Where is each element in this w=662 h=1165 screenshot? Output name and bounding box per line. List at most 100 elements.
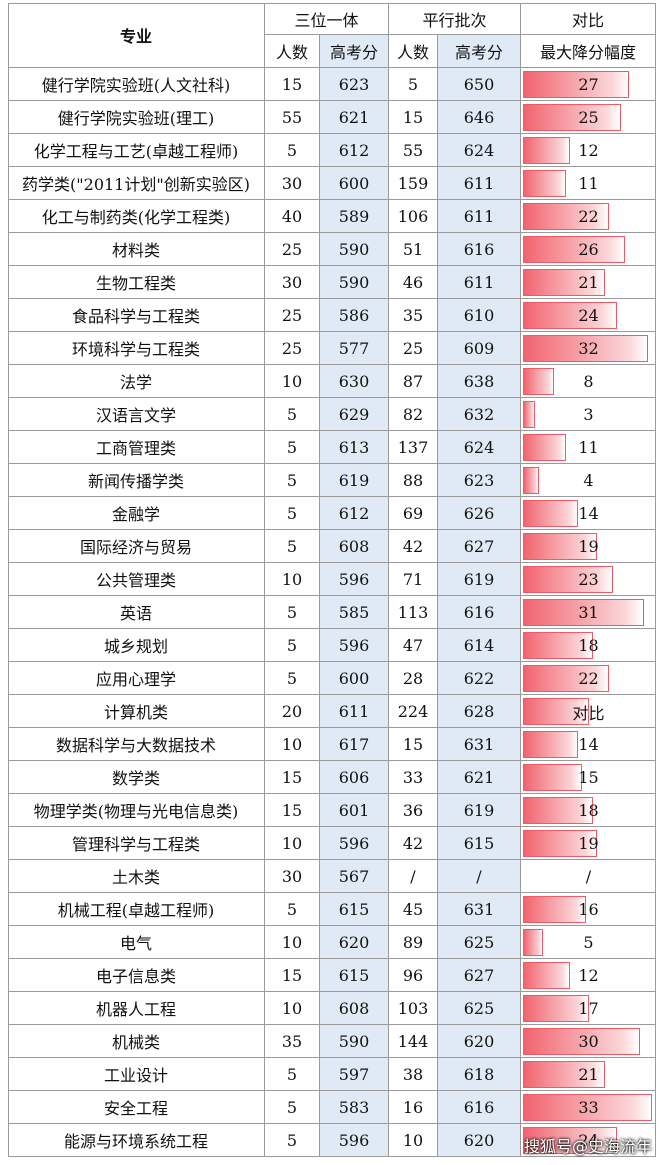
cell bbox=[521, 794, 656, 827]
cell: 608 bbox=[320, 530, 389, 563]
major-name: 法学 bbox=[8, 365, 265, 398]
data-bar bbox=[523, 170, 566, 197]
bar-label: 22 bbox=[578, 207, 599, 226]
cell: 87 bbox=[389, 365, 438, 398]
cell: 55 bbox=[389, 134, 438, 167]
cell: 606 bbox=[320, 761, 389, 794]
cell bbox=[521, 299, 656, 332]
cell bbox=[521, 1091, 656, 1124]
cell: 611 bbox=[438, 200, 521, 233]
cell: 5 bbox=[265, 134, 320, 167]
cell bbox=[521, 497, 656, 530]
cell: 622 bbox=[438, 662, 521, 695]
bar-label: 11 bbox=[578, 438, 599, 457]
data-bar bbox=[523, 1028, 641, 1055]
data-bar bbox=[523, 962, 570, 989]
cell: 113 bbox=[389, 596, 438, 629]
cell bbox=[521, 629, 656, 662]
cell: 585 bbox=[320, 596, 389, 629]
cell: 38 bbox=[389, 1058, 438, 1091]
cell: 33 bbox=[389, 761, 438, 794]
cell: 625 bbox=[438, 926, 521, 959]
major-name: 健行学院实验班(理工) bbox=[8, 101, 265, 134]
cell: 615 bbox=[438, 827, 521, 860]
cell: 628 bbox=[438, 695, 521, 728]
cell: 5 bbox=[265, 893, 320, 926]
cell: 620 bbox=[438, 1124, 521, 1157]
data-bar bbox=[523, 632, 594, 659]
major-name: 土木类 bbox=[8, 860, 265, 893]
bar-label: 27 bbox=[578, 75, 599, 94]
cell: 614 bbox=[438, 629, 521, 662]
cell: 224 bbox=[389, 695, 438, 728]
cell: 615 bbox=[320, 959, 389, 992]
cell: 611 bbox=[438, 266, 521, 299]
bar-label: 24 bbox=[578, 306, 599, 325]
bar-label: 33 bbox=[578, 1098, 599, 1117]
cell: 89 bbox=[389, 926, 438, 959]
cell: 10 bbox=[265, 563, 320, 596]
bar-label: 对比 bbox=[572, 703, 605, 723]
cell: 96 bbox=[389, 959, 438, 992]
cell: 15 bbox=[265, 959, 320, 992]
bar-label: 14 bbox=[578, 504, 599, 523]
cell bbox=[521, 332, 656, 365]
cell: 619 bbox=[438, 794, 521, 827]
cell: 144 bbox=[389, 1025, 438, 1058]
cell: 626 bbox=[438, 497, 521, 530]
major-name: 电气 bbox=[8, 926, 265, 959]
cell: 616 bbox=[438, 233, 521, 266]
cell bbox=[521, 200, 656, 233]
cell: 25 bbox=[389, 332, 438, 365]
data-bar bbox=[523, 764, 582, 791]
bar-label: 12 bbox=[578, 141, 599, 160]
bar-label: 25 bbox=[578, 108, 599, 127]
major-name: 公共管理类 bbox=[8, 563, 265, 596]
data-bar bbox=[523, 434, 566, 461]
cell: 82 bbox=[389, 398, 438, 431]
data-bar bbox=[523, 698, 590, 725]
data-bar bbox=[523, 467, 539, 494]
cell bbox=[521, 1025, 656, 1058]
cell: 35 bbox=[265, 1025, 320, 1058]
major-name: 化学工程与工艺(卓越工程师) bbox=[8, 134, 265, 167]
cell: 5 bbox=[265, 629, 320, 662]
bar-label: 5 bbox=[583, 933, 594, 952]
cell: 617 bbox=[320, 728, 389, 761]
bar-label: 26 bbox=[578, 240, 599, 259]
cell: 616 bbox=[438, 596, 521, 629]
cell: 69 bbox=[389, 497, 438, 530]
cell: 15 bbox=[389, 101, 438, 134]
header-cell: 对比 bbox=[521, 3, 656, 35]
bar-label: 3 bbox=[583, 405, 594, 424]
cell bbox=[521, 860, 656, 893]
cell: 5 bbox=[265, 1091, 320, 1124]
data-bar bbox=[523, 269, 606, 296]
cell bbox=[521, 563, 656, 596]
major-name: 物理学类(物理与光电信息类) bbox=[8, 794, 265, 827]
cell: 613 bbox=[320, 431, 389, 464]
data-bar bbox=[523, 302, 617, 329]
cell bbox=[521, 893, 656, 926]
major-name: 环境科学与工程类 bbox=[8, 332, 265, 365]
bar-label: 19 bbox=[578, 537, 599, 556]
cell: 10 bbox=[389, 1124, 438, 1157]
cell: / bbox=[438, 860, 521, 893]
major-name: 金融学 bbox=[8, 497, 265, 530]
cell: 610 bbox=[438, 299, 521, 332]
cell: 621 bbox=[438, 761, 521, 794]
watermark: 搜狐号@史海流年 bbox=[523, 1137, 652, 1156]
major-name: 国际经济与贸易 bbox=[8, 530, 265, 563]
cell: 36 bbox=[389, 794, 438, 827]
major-name: 应用心理学 bbox=[8, 662, 265, 695]
header-cell: 人数 bbox=[265, 35, 320, 68]
data-bar bbox=[523, 731, 578, 758]
major-name: 能源与环境系统工程 bbox=[8, 1124, 265, 1157]
cell: 25 bbox=[265, 332, 320, 365]
cell: 5 bbox=[265, 530, 320, 563]
cell: 25 bbox=[265, 233, 320, 266]
major-name: 机械类 bbox=[8, 1025, 265, 1058]
major-name: 健行学院实验班(人文社科) bbox=[8, 68, 265, 101]
header-cell: 三位一体 bbox=[265, 3, 389, 35]
cell: 5 bbox=[265, 497, 320, 530]
